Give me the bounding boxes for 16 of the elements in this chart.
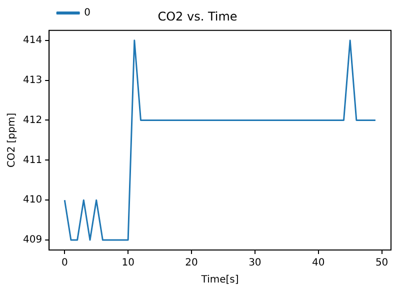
- y-axis-title: CO2 [ppm]: [6, 112, 18, 168]
- y-tick-label: 414: [22, 34, 42, 46]
- y-tick-label: 413: [22, 74, 42, 86]
- chart-title: CO2 vs. Time: [158, 9, 238, 24]
- legend-label: 0: [84, 8, 90, 19]
- y-tick-label: 409: [22, 234, 42, 246]
- x-tick-label: 0: [61, 258, 68, 269]
- x-tick-label: 20: [185, 258, 198, 269]
- y-tick-label: 411: [22, 154, 42, 166]
- x-tick-label: 10: [122, 258, 134, 269]
- x-axis-title: Time[s]: [200, 274, 239, 286]
- y-tick-label: 410: [22, 194, 42, 206]
- x-tick-label: 40: [312, 258, 325, 269]
- x-tick-label: 50: [375, 258, 388, 269]
- x-tick-label: 30: [248, 258, 262, 269]
- y-tick-label: 412: [22, 114, 42, 126]
